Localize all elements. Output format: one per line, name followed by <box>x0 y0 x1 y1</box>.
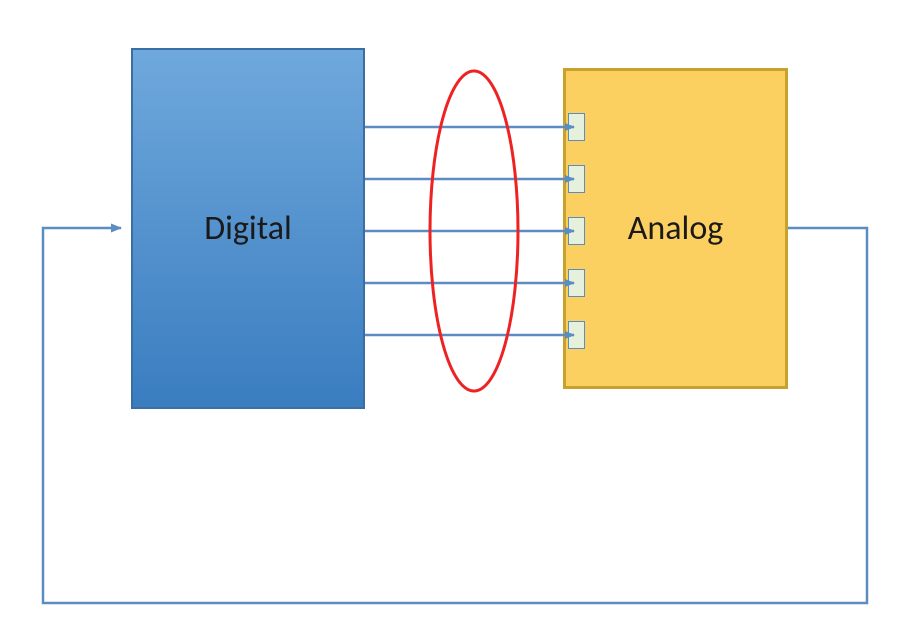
input-port-3 <box>568 217 585 245</box>
digital-label: Digital <box>204 208 292 249</box>
digital-block: Digital <box>131 48 365 409</box>
diagram-canvas: Digital Analog <box>0 0 900 640</box>
input-port-1 <box>568 113 585 141</box>
input-port-4 <box>568 269 585 297</box>
analog-block: Analog <box>563 68 788 389</box>
input-port-2 <box>568 165 585 193</box>
input-port-5 <box>568 321 585 349</box>
analog-label: Analog <box>628 208 724 249</box>
highlight-ellipse <box>430 71 518 391</box>
signal-arrows <box>365 127 574 335</box>
